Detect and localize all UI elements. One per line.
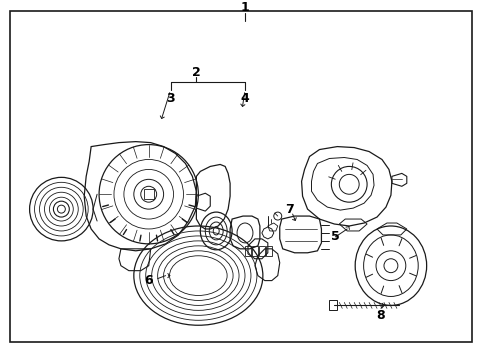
Text: 7: 7 [285,203,294,216]
Text: 5: 5 [331,230,340,243]
Text: 6: 6 [145,274,153,287]
Text: 8: 8 [377,309,385,322]
Text: 4: 4 [241,93,249,105]
Text: 3: 3 [166,93,175,105]
Text: 2: 2 [192,66,201,78]
Text: 1: 1 [241,1,249,14]
